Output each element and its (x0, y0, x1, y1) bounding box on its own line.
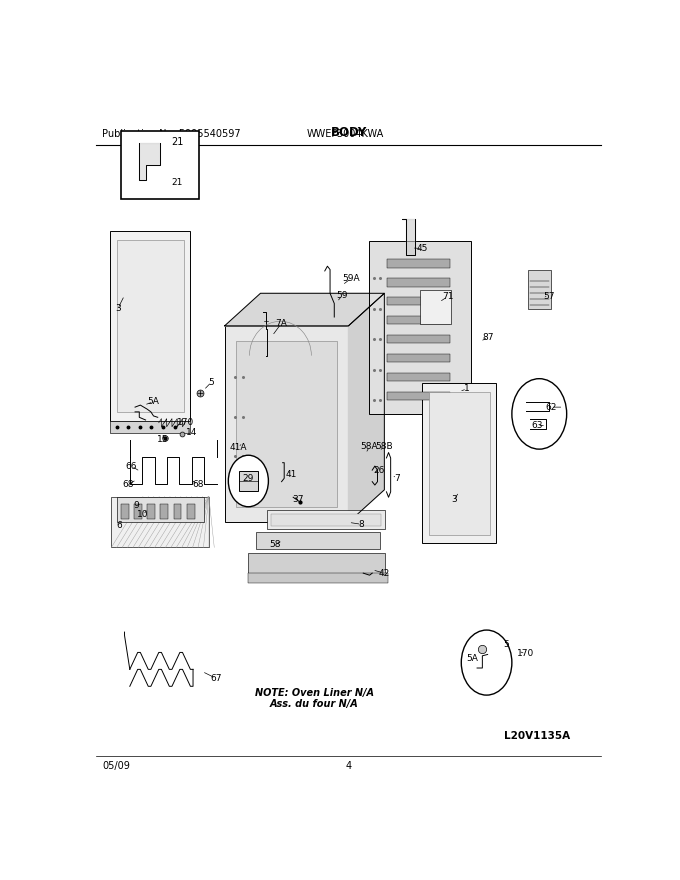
Bar (422, 384, 496, 543)
Text: BODY: BODY (330, 126, 367, 139)
Text: 62: 62 (545, 403, 556, 412)
Text: 170: 170 (177, 417, 194, 427)
Text: 7A: 7A (275, 319, 287, 328)
Text: 6: 6 (116, 521, 122, 531)
Bar (134, 504, 142, 519)
Text: 45: 45 (417, 244, 428, 253)
Text: NOTE: Oven Liner N/A: NOTE: Oven Liner N/A (255, 688, 374, 699)
Bar (428, 392, 490, 534)
Bar (387, 355, 450, 363)
Text: 4: 4 (345, 761, 352, 771)
Bar (224, 326, 348, 523)
Text: 3: 3 (451, 495, 457, 504)
Text: 14: 14 (186, 428, 197, 436)
Bar (420, 290, 451, 324)
Text: 59A: 59A (342, 274, 360, 282)
Text: 66: 66 (126, 462, 137, 471)
Text: 21: 21 (171, 178, 183, 187)
Bar (271, 514, 381, 525)
Bar (112, 496, 209, 547)
Text: 67: 67 (210, 674, 222, 683)
Text: 41: 41 (286, 470, 297, 479)
Bar (387, 392, 450, 400)
Text: 10: 10 (137, 510, 149, 519)
Text: 5A: 5A (466, 654, 478, 663)
Bar (110, 421, 190, 433)
Bar (387, 278, 450, 287)
Text: L20V1135A: L20V1135A (504, 731, 570, 741)
Bar (387, 373, 450, 381)
Text: 41A: 41A (229, 443, 247, 451)
Circle shape (228, 455, 269, 507)
Text: 9: 9 (134, 501, 139, 510)
Text: 3: 3 (115, 304, 120, 313)
Text: WWEF3004KWA: WWEF3004KWA (307, 129, 384, 139)
Text: Publication No: 5995540597: Publication No: 5995540597 (103, 129, 241, 139)
Text: 57: 57 (543, 292, 554, 301)
Text: 68: 68 (192, 480, 204, 489)
Bar (267, 510, 386, 529)
Text: 59: 59 (337, 290, 348, 300)
Circle shape (461, 630, 512, 695)
Text: 15: 15 (157, 435, 169, 444)
Bar (121, 131, 199, 199)
Circle shape (512, 378, 566, 449)
Text: 37: 37 (292, 495, 304, 504)
Bar (173, 504, 182, 519)
Bar (387, 335, 450, 343)
Bar (369, 241, 471, 414)
Polygon shape (224, 293, 384, 326)
Bar (387, 260, 450, 268)
Text: 7: 7 (394, 473, 400, 483)
Text: 68: 68 (122, 480, 134, 489)
Text: 5: 5 (504, 641, 509, 649)
Bar (110, 231, 190, 421)
Bar (248, 573, 388, 583)
Bar (239, 471, 258, 491)
Text: 5A: 5A (148, 397, 159, 407)
Bar (528, 269, 551, 309)
Text: 58A: 58A (361, 442, 378, 451)
Bar (187, 504, 194, 519)
Text: 63: 63 (531, 421, 543, 430)
Polygon shape (348, 293, 384, 523)
Text: 05/09: 05/09 (103, 761, 131, 771)
Bar (387, 297, 450, 305)
Bar (248, 553, 386, 573)
Text: 58: 58 (269, 540, 280, 549)
Bar (236, 341, 337, 508)
Bar (117, 239, 184, 412)
Bar (387, 316, 450, 325)
Polygon shape (403, 219, 415, 255)
Text: 8: 8 (359, 520, 364, 529)
Text: 58B: 58B (375, 442, 393, 451)
Bar (256, 532, 380, 549)
Text: 87: 87 (482, 333, 494, 341)
Text: 5: 5 (209, 378, 214, 386)
Text: 26: 26 (373, 466, 385, 474)
Text: Ass. du four N/A: Ass. du four N/A (270, 700, 358, 709)
Bar (121, 504, 129, 519)
Text: 1: 1 (464, 385, 470, 393)
Text: 42: 42 (379, 568, 390, 577)
Bar (117, 496, 203, 522)
Text: 71: 71 (442, 292, 454, 301)
Polygon shape (139, 143, 160, 180)
Text: 21: 21 (171, 136, 183, 146)
Bar (147, 504, 155, 519)
Text: 170: 170 (517, 649, 534, 658)
Text: 29: 29 (243, 474, 254, 483)
Bar (160, 504, 168, 519)
